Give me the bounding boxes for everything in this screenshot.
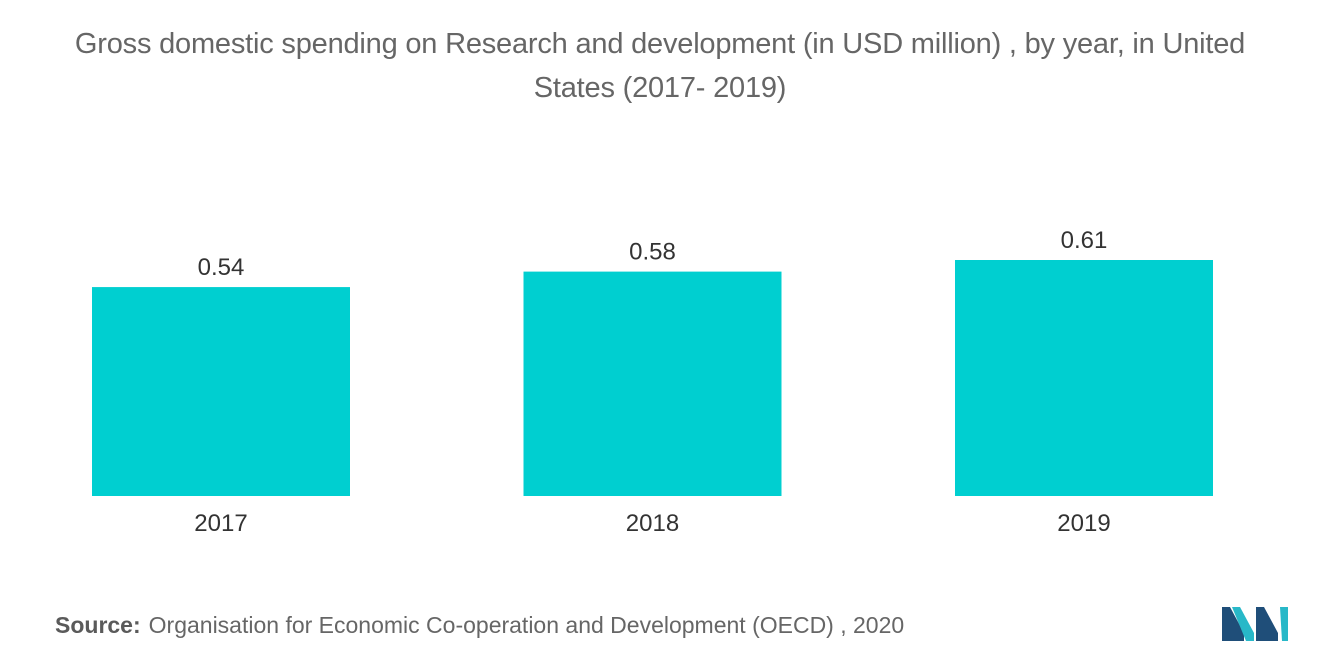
- source-text: Organisation for Economic Co-operation a…: [148, 612, 905, 638]
- x-tick-label-2019: 2019: [1057, 510, 1110, 537]
- logo-light-shape-2: [1280, 607, 1288, 641]
- x-tick-label-2017: 2017: [194, 510, 247, 537]
- logo-light-shape-1: [1232, 607, 1254, 641]
- data-label-2017: 0.54: [198, 254, 245, 281]
- source-label: Source:: [55, 612, 141, 638]
- chart-title: Gross domestic spending on Research and …: [0, 22, 1320, 110]
- source-note: Source: Organisation for Economic Co-oper…: [55, 612, 904, 639]
- bar-2017: [92, 287, 350, 496]
- brand-logo-icon: [1222, 607, 1288, 641]
- bar-2019: [955, 260, 1213, 496]
- chart-title-line-1: Gross domestic spending on Research and …: [74, 28, 1246, 60]
- logo-dark-shape-1: [1222, 607, 1244, 641]
- data-label-2018: 0.58: [629, 239, 676, 266]
- logo-dark-shape-2: [1256, 607, 1278, 641]
- x-tick-label-2018: 2018: [626, 510, 679, 537]
- data-label-2019: 0.61: [1061, 227, 1108, 254]
- bar-2018: [523, 271, 782, 496]
- bar-chart: 0.54 2017 0.58 2018 0.61 2019: [92, 227, 1213, 537]
- chart-title-line-2: States (2017- 2019): [533, 72, 787, 104]
